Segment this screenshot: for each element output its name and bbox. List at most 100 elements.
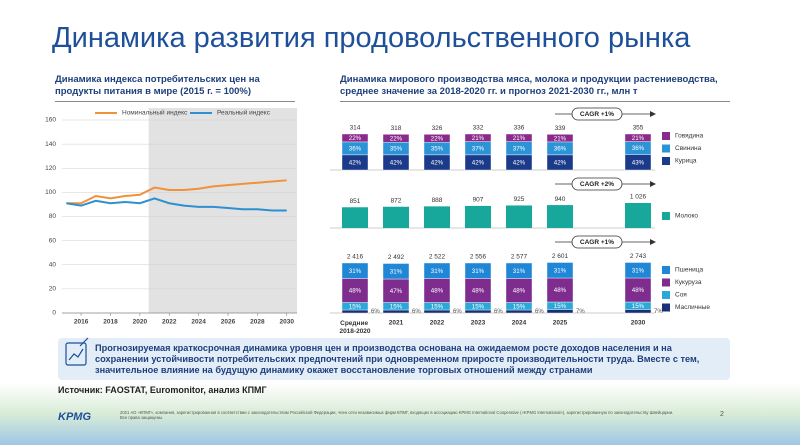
bar-segment — [624, 262, 652, 279]
segment-label: 43% — [632, 159, 645, 166]
cagr-badge — [571, 107, 623, 121]
total-label: 2 577 — [511, 254, 528, 261]
bar-segment — [546, 309, 574, 314]
segment-label: 47% — [390, 288, 403, 295]
bar — [465, 205, 491, 228]
segment-label: 22% — [431, 135, 444, 142]
segment-label: 42% — [554, 160, 567, 167]
segment-label: 15% — [632, 303, 645, 310]
legend-label: Соя — [675, 292, 687, 299]
bar-segment — [624, 277, 652, 303]
segment-label: 7% — [576, 309, 585, 315]
copyright: 2021 АО «КПМГ», компания, зарегистрирова… — [120, 410, 674, 420]
cagr-label: CAGR +2% — [580, 181, 614, 188]
total-label: 336 — [514, 125, 525, 132]
x-tick-label: 2030 — [279, 319, 294, 326]
bar-segment — [464, 133, 492, 142]
bar-segment — [341, 262, 369, 279]
bar-segment — [464, 262, 492, 279]
bar-segment — [464, 309, 492, 314]
bar-segment — [624, 309, 652, 314]
source: Источник: FAOSTAT, Euromonitor, анализ К… — [58, 385, 267, 395]
value-label: 925 — [514, 196, 525, 203]
segment-label: 31% — [431, 268, 444, 275]
segment-label: 21% — [472, 135, 485, 142]
x-tick-label: 2023 — [471, 320, 486, 327]
segment-label: 37% — [472, 145, 485, 152]
value-label: 872 — [391, 197, 402, 204]
bar-segment — [382, 263, 410, 280]
segment-label: 42% — [472, 160, 485, 167]
x-tick-label: 2021 — [389, 320, 404, 327]
segment-label: 7% — [654, 309, 663, 315]
total-label: 2 556 — [470, 254, 487, 261]
value-label: 888 — [432, 197, 443, 204]
y-tick-label: 40 — [49, 261, 57, 268]
bar-segment — [505, 133, 533, 142]
segment-label: 15% — [431, 303, 444, 310]
note-text: Прогнозируемая краткосрочная динамика ур… — [95, 343, 700, 375]
bar — [506, 205, 532, 228]
segment-label: 22% — [390, 135, 403, 142]
legend-swatch — [662, 266, 670, 274]
bar-segment — [423, 262, 451, 279]
title-rule — [55, 101, 295, 102]
segment-label: 42% — [349, 160, 362, 167]
legend-label: Номинальный индекс — [122, 109, 188, 117]
segment-label: 36% — [632, 145, 645, 152]
segment-label: 37% — [513, 145, 526, 152]
total-label: 2 522 — [429, 254, 446, 261]
segment-label: 42% — [390, 160, 403, 167]
segment-label: 21% — [632, 135, 645, 142]
bar — [383, 206, 409, 228]
segment-label: 31% — [632, 267, 645, 274]
slide-title: Динамика развития продовольственного рын… — [52, 22, 691, 54]
segment-label: 15% — [554, 303, 567, 310]
x-tick-label: 2024 — [191, 319, 206, 326]
x-tick-label: 2026 — [221, 319, 236, 326]
line-series — [66, 179, 287, 205]
logo: KPMG — [58, 411, 91, 423]
segment-label: 48% — [431, 288, 444, 295]
segment-label: 21% — [554, 135, 567, 142]
value-label: 851 — [350, 198, 361, 205]
bar-segment — [505, 309, 533, 314]
segment-label: 15% — [472, 303, 485, 310]
bar-segment — [546, 277, 574, 303]
y-tick-label: 140 — [45, 141, 56, 148]
segment-label: 48% — [632, 287, 645, 294]
x-tick-label: 2024 — [512, 320, 527, 327]
segment-label: 35% — [390, 146, 403, 153]
x-tick-label: 2030 — [631, 320, 646, 327]
x-tick-label: 2016 — [74, 319, 89, 326]
legend-label: Говядина — [675, 133, 704, 140]
x-tick-label: Средние 2018-2020 — [339, 320, 370, 335]
bar-segment — [382, 309, 410, 314]
y-tick-label: 20 — [49, 286, 57, 293]
bar-segment — [341, 133, 369, 143]
segment-label: 31% — [472, 268, 485, 275]
y-tick-label: 100 — [45, 189, 56, 196]
right-chart-title: Динамика мирового производства мяса, мол… — [340, 74, 718, 97]
title-rule — [340, 101, 730, 102]
line-series — [66, 197, 287, 212]
segment-label: 36% — [554, 146, 567, 153]
segment-label: 6% — [494, 309, 503, 315]
segment-label: 36% — [349, 146, 362, 153]
total-label: 2 601 — [552, 253, 569, 260]
legend-label: Пшеница — [675, 267, 703, 274]
y-tick-label: 120 — [45, 165, 56, 172]
note-box — [58, 338, 730, 380]
y-tick-label: 160 — [45, 117, 56, 124]
total-label: 355 — [633, 125, 644, 132]
segment-label: 6% — [371, 309, 380, 315]
bar — [424, 206, 450, 228]
bar-segment — [546, 262, 574, 279]
total-label: 332 — [473, 125, 484, 132]
segment-label: 42% — [431, 160, 444, 167]
cagr-badge — [571, 177, 623, 191]
segment-label: 48% — [554, 287, 567, 294]
x-tick-label: 2028 — [250, 319, 265, 326]
segment-label: 21% — [513, 135, 526, 142]
